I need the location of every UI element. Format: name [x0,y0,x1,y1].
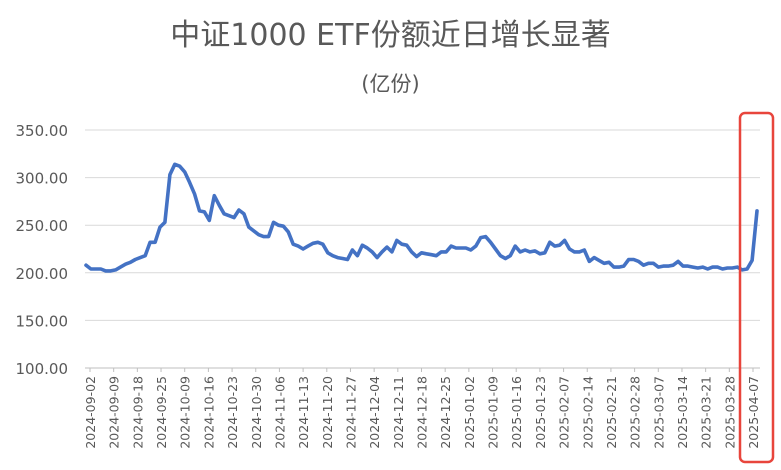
y-tick-label: 150.00 [16,312,69,330]
chart-subtitle: (亿份) [361,72,420,96]
x-tick-label: 2025-03-21 [699,376,714,449]
x-tick-label: 2025-01-09 [486,376,501,449]
y-tick-label: 100.00 [16,360,69,378]
x-tick-label: 2024-11-27 [343,376,358,449]
x-tick-label: 2025-03-14 [675,376,690,449]
y-tick-label: 200.00 [16,265,69,283]
x-tick-label: 2024-10-23 [225,376,240,449]
x-tick-label: 2024-10-16 [201,376,216,449]
y-tick-label: 300.00 [16,170,69,188]
x-tick-label: 2025-03-07 [651,376,666,449]
x-tick-label: 2025-03-28 [722,376,737,449]
x-tick-label: 2024-09-09 [107,376,122,449]
x-tick-label: 2024-09-02 [83,376,98,449]
y-axis-labels: 100.00 150.00 200.00 250.00 300.00 350.00 [16,122,69,378]
x-tick-label: 2024-12-11 [391,376,406,449]
chart-title: 中证1000 ETF份额近日增长显著 [170,18,611,53]
x-tick-label: 2025-02-14 [580,376,595,449]
x-tick-label: 2024-09-25 [154,376,169,449]
x-tick-label: 2024-12-18 [415,376,430,449]
x-tick-label: 2025-02-07 [557,376,572,449]
x-tick-label: 2025-04-07 [746,376,761,449]
x-tick-label: 2024-09-18 [130,376,145,449]
x-tick-label: 2024-11-20 [320,376,335,449]
y-tick-label: 350.00 [16,122,69,140]
series-line [84,162,759,273]
x-axis-ticks [89,368,754,372]
x-tick-label: 2025-01-02 [462,376,477,449]
x-tick-label: 2024-12-25 [438,376,453,449]
x-tick-label: 2024-12-04 [367,376,382,449]
gridlines [85,129,760,321]
highlight-box [738,111,775,464]
y-tick-label: 250.00 [16,217,69,235]
x-tick-label: 2024-10-09 [178,376,193,449]
x-tick-label: 2024-10-30 [249,376,264,449]
x-tick-label: 2025-01-16 [509,376,524,449]
x-tick-label: 2025-01-23 [533,376,548,449]
x-axis-labels: 2024-09-02 2024-09-09 2024-09-18 2024-09-25… [83,376,761,449]
x-tick-label: 2024-11-13 [296,376,311,449]
x-tick-label: 2024-11-06 [272,376,287,449]
x-tick-label: 2025-02-28 [628,376,643,449]
x-tick-label: 2025-02-21 [604,376,619,449]
